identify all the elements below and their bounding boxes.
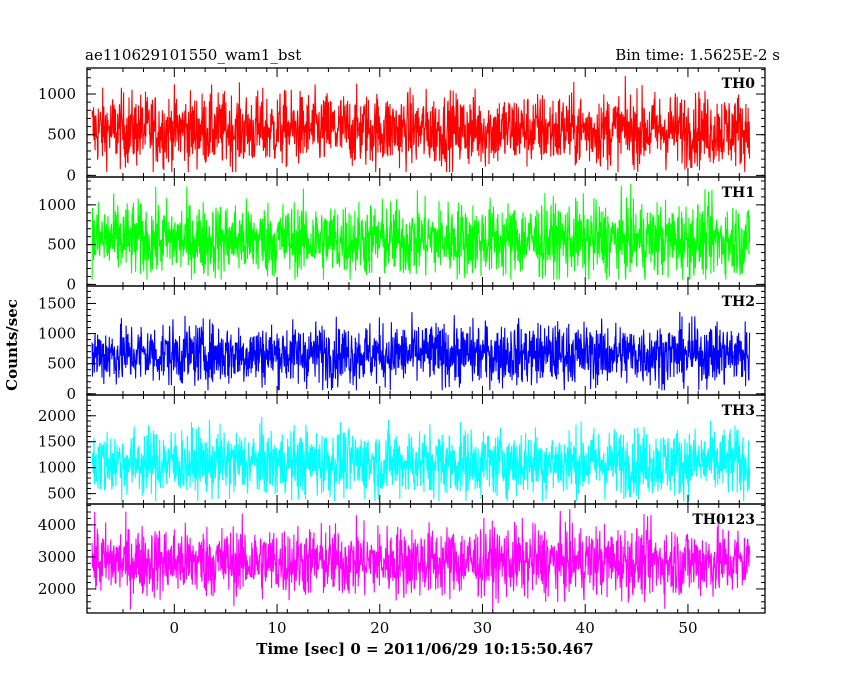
y-tick-label: 1500	[38, 433, 76, 451]
series-th2	[91, 311, 751, 391]
x-tick-label: 0	[170, 619, 180, 637]
x-tick-label: 10	[267, 619, 286, 637]
y-tick-label: 0	[66, 275, 76, 293]
x-tick-label: 40	[576, 619, 595, 637]
panel-name-label: TH0123	[692, 512, 755, 528]
x-tick-label: 50	[678, 619, 697, 637]
y-tick-label: 0	[66, 166, 76, 184]
panel-name-label: TH1	[722, 185, 755, 201]
panel-name-label: TH2	[722, 294, 755, 310]
panel-frame	[86, 503, 766, 614]
series-th1	[91, 183, 751, 280]
series-th0123	[91, 508, 751, 610]
panel-name-label: TH3	[722, 403, 755, 419]
y-tick-label: 1000	[38, 85, 76, 103]
y-tick-label: 500	[47, 126, 76, 144]
series-th3	[91, 416, 751, 502]
y-tick-label: 1500	[38, 294, 76, 312]
panel-name-label: TH0	[722, 76, 756, 92]
y-tick-label: 500	[47, 485, 76, 503]
y-tick-label: 1000	[38, 196, 76, 214]
y-tick-label: 1000	[38, 325, 76, 343]
y-tick-label: 1000	[38, 459, 76, 477]
y-tick-label: 2000	[38, 580, 76, 598]
series-th0	[91, 75, 751, 173]
y-axis-label: Counts/sec	[3, 299, 21, 391]
x-tick-label: 20	[370, 619, 389, 637]
y-tick-label: 3000	[38, 548, 76, 566]
bin-time-label: Bin time: 1.5625E-2 s	[615, 46, 780, 64]
x-axis-label: Time [sec] 0 = 2011/06/29 10:15:50.467	[256, 640, 593, 658]
y-tick-label: 4000	[38, 516, 76, 534]
y-tick-label: 500	[47, 236, 76, 254]
y-tick-label: 500	[47, 355, 76, 373]
y-tick-label: 2000	[38, 407, 76, 425]
y-tick-label: 0	[66, 385, 76, 403]
object-name-label: ae110629101550_wam1_bst	[85, 46, 301, 64]
x-tick-label: 30	[473, 619, 492, 637]
